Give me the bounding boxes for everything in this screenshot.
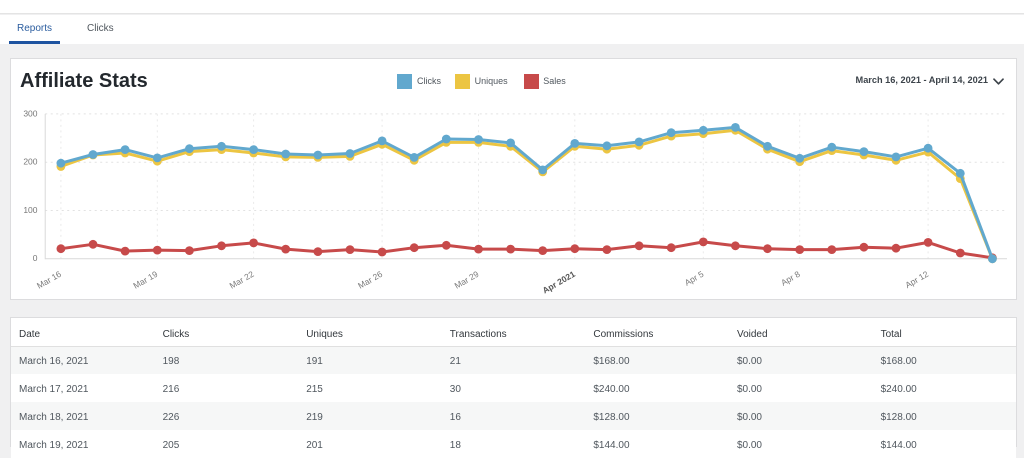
svg-text:Apr 2021: Apr 2021 bbox=[541, 269, 577, 296]
svg-text:200: 200 bbox=[23, 157, 37, 167]
svg-text:Mar 16: Mar 16 bbox=[35, 269, 63, 291]
svg-text:Mar 22: Mar 22 bbox=[228, 269, 256, 291]
svg-text:100: 100 bbox=[23, 205, 37, 215]
svg-text:Mar 26: Mar 26 bbox=[356, 269, 384, 291]
svg-text:Mar 29: Mar 29 bbox=[453, 269, 481, 291]
svg-text:Mar 19: Mar 19 bbox=[131, 269, 159, 291]
svg-text:300: 300 bbox=[23, 108, 37, 118]
svg-text:Apr 5: Apr 5 bbox=[683, 269, 706, 288]
svg-text:0: 0 bbox=[33, 253, 38, 263]
svg-text:Apr 12: Apr 12 bbox=[903, 269, 930, 290]
svg-text:Apr 8: Apr 8 bbox=[779, 269, 802, 288]
